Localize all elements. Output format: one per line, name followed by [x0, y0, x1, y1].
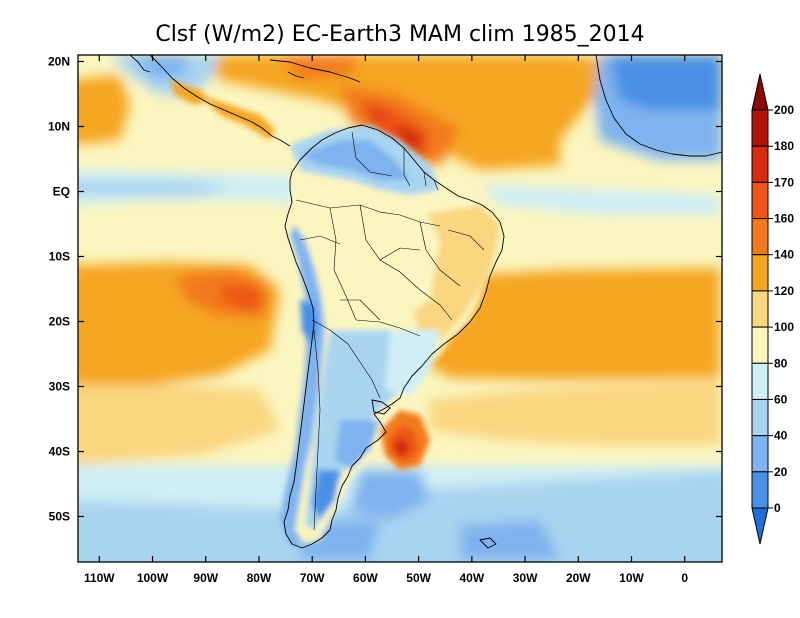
colorbar-label: 180	[774, 139, 794, 153]
lat-tick-label: 30S	[49, 380, 70, 394]
lon-tick-label: 100W	[137, 571, 169, 585]
lon-tick-label: 50W	[406, 571, 431, 585]
map-axes: 110W 100W 90W 80W 70W 60W 50W 40W 30W 20W 10W 0 20N 1…	[48, 55, 722, 585]
lat-tick-label: 50S	[49, 510, 70, 524]
colorbar-label: 120	[774, 284, 794, 298]
lon-tick-label: 30W	[513, 571, 538, 585]
colorbar-label: 170	[774, 175, 794, 189]
colorbar-box	[751, 218, 769, 256]
colorbar-label: 60	[774, 392, 788, 406]
colorbar-under-triangle	[751, 507, 769, 545]
colorbar-box	[751, 326, 769, 364]
lat-tick-label: 40S	[49, 445, 70, 459]
colorbar-label: 40	[774, 429, 788, 443]
colorbar-label: 100	[774, 320, 794, 334]
shaded-field	[78, 55, 722, 562]
colorbar-over-triangle	[751, 73, 769, 111]
lon-tick-label: 40W	[460, 571, 485, 585]
lat-tick-label: 10N	[48, 120, 70, 134]
colorbar: 0 20 40 60 80 100 120 140 160 170 180 200	[751, 73, 794, 545]
colorbar-label: 80	[774, 356, 788, 370]
lon-tick-label: 20W	[566, 571, 591, 585]
colorbar-box	[751, 362, 769, 400]
colorbar-box	[751, 181, 769, 220]
colorbar-label: 0	[774, 501, 781, 515]
colorbar-box	[751, 145, 769, 183]
colorbar-box	[751, 290, 769, 328]
lon-tick-label: 90W	[193, 571, 218, 585]
colorbar-box	[751, 471, 769, 509]
lon-tick-label: 110W	[84, 571, 115, 585]
lon-tick-label: 60W	[353, 571, 378, 585]
coastlines	[129, 55, 722, 549]
lon-tick-label: 80W	[247, 571, 272, 585]
lat-tick-label: 10S	[49, 250, 70, 264]
colorbar-box	[751, 435, 769, 473]
colorbar-box	[751, 398, 769, 437]
map-title: Clsf (W/m2) EC-Earth3 MAM clim 1985_2014	[155, 22, 644, 47]
colorbar-box	[751, 254, 769, 292]
lon-tick-label: 0	[681, 571, 688, 585]
lon-tick-label: 10W	[619, 571, 644, 585]
colorbar-label: 200	[774, 103, 794, 117]
lat-tick-label: 20N	[48, 55, 70, 69]
lat-tick-label: EQ	[53, 185, 70, 199]
colorbar-box	[751, 109, 769, 147]
lon-tick-label: 70W	[300, 571, 325, 585]
colorbar-label: 20	[774, 465, 788, 479]
lat-tick-label: 20S	[49, 315, 70, 329]
colorbar-label: 140	[774, 248, 794, 262]
country-borders	[295, 131, 485, 531]
colorbar-label: 160	[774, 212, 794, 226]
plot-frame	[77, 54, 723, 563]
